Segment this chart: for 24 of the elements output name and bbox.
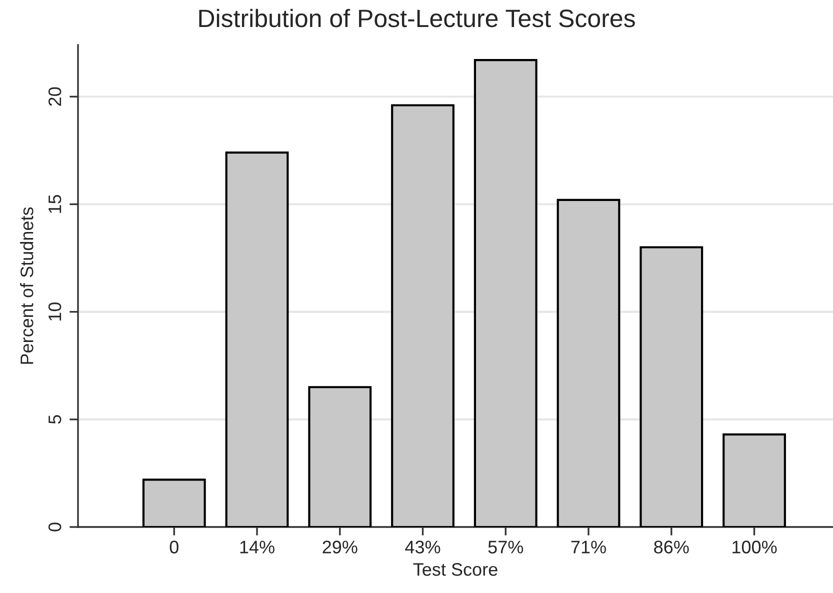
y-axis-title: Percent of Studnets [20, 207, 34, 364]
x-tick-label: 57% [488, 540, 524, 554]
y-tick-label: 5 [48, 415, 62, 424]
x-tick-label: 14% [240, 540, 274, 554]
y-tick-label: 20 [48, 87, 62, 106]
y-tick-label: 10 [48, 302, 62, 320]
bar [391, 104, 454, 527]
x-tick-label: 100% [732, 540, 777, 554]
x-tick-label: 43% [405, 540, 440, 554]
x-tick-label: 29% [322, 540, 358, 554]
y-tick-label: 15 [48, 194, 62, 213]
x-tick-label: 71% [571, 540, 606, 554]
bar [640, 246, 704, 527]
x-tick-label: 86% [654, 540, 689, 554]
y-tick-label: 0 [48, 522, 62, 532]
bar [308, 386, 372, 527]
bar [225, 152, 289, 527]
chart-title: Distribution of Post-Lecture Test Scores [199, 8, 635, 28]
bar [556, 198, 620, 527]
bar [722, 433, 786, 527]
bar [142, 478, 206, 527]
bar [474, 59, 538, 527]
x-tick-label: 0 [170, 540, 178, 554]
x-axis-title: Test Score [413, 563, 498, 576]
